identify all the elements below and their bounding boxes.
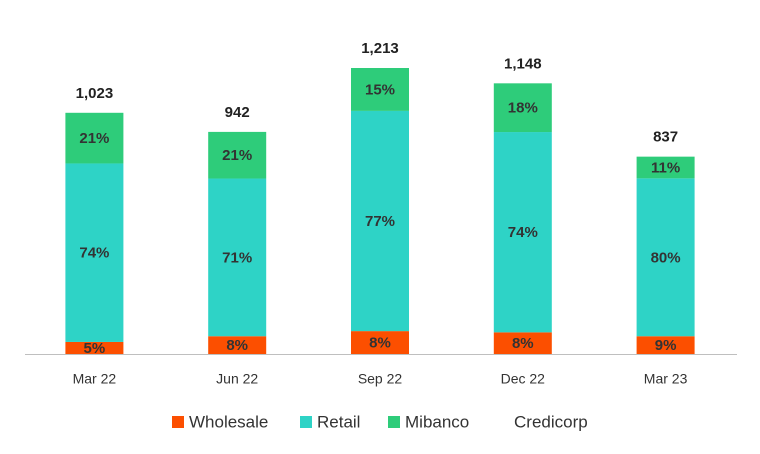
bar-segment [493,83,552,133]
segment-label: 74% [79,245,109,262]
segment-label: 8% [226,337,248,354]
bar-segment [636,156,695,179]
bar-segment [65,163,124,342]
legend-marker [300,416,312,428]
legend-marker [172,416,184,428]
legend-label: Retail [317,412,360,431]
segment-label: 80% [651,249,681,266]
x-tick-label: Sep 22 [358,371,403,387]
bar-segment [493,132,552,333]
x-tick-label: Mar 22 [73,371,117,387]
legend-marker [388,416,400,428]
bar-segment [493,332,552,354]
bar-segment [351,110,409,332]
segment-label: 9% [655,337,677,354]
total-label: 1,148 [504,55,542,72]
legend-label: Wholesale [189,412,268,431]
segment-label: 21% [79,130,109,147]
total-label: 1,023 [76,85,114,102]
segment-label: 8% [369,335,391,352]
total-label: 1,213 [361,40,399,57]
segment-label: 11% [651,159,680,176]
total-label: 837 [653,129,678,146]
x-tick-label: Jun 22 [216,371,258,387]
bar-segment [636,178,695,337]
bar-segment [65,341,124,354]
segment-label: 21% [222,147,252,164]
bar-segment [208,336,267,354]
x-tick-label: Mar 23 [644,371,688,387]
bar-segment [65,112,124,164]
segment-label: 5% [84,340,106,357]
legend-label: Mibanco [405,412,469,431]
bar-segment [351,331,409,354]
bar-segment [351,68,409,111]
bar-segment [636,336,695,354]
x-tick-label: Dec 22 [501,371,546,387]
bar-segment [208,131,267,179]
total-label: 942 [225,104,250,121]
segment-label: 8% [512,335,534,352]
segment-label: 77% [365,213,395,230]
legend-label: Credicorp [514,412,588,431]
segment-label: 71% [222,249,252,266]
segment-label: 15% [365,81,395,98]
bar-segment [208,178,267,337]
segment-label: 18% [508,100,538,117]
segment-label: 74% [508,224,538,241]
